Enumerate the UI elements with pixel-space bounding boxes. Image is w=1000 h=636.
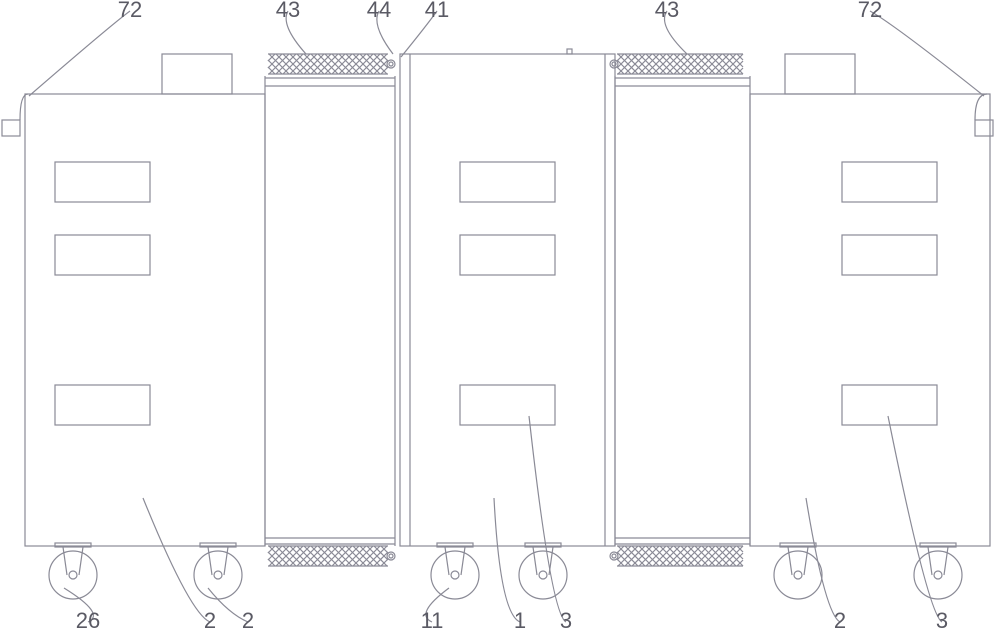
callout-number: 3: [560, 608, 572, 633]
callout-number: 44: [367, 0, 391, 22]
callout-number: 72: [118, 0, 142, 22]
callout-number: 2: [204, 608, 216, 633]
callout-number: 3: [936, 608, 948, 633]
technical-drawing: 7243444143722622111323: [0, 0, 1000, 636]
callout-number: 72: [858, 0, 882, 22]
callout-number: 41: [425, 0, 449, 22]
callout-number: 26: [76, 608, 100, 633]
callout-number: 2: [834, 608, 846, 633]
callout-number: 43: [276, 0, 300, 22]
callout-number: 2: [242, 608, 254, 633]
callout-number: 43: [655, 0, 679, 22]
callout-number: 1: [514, 608, 526, 633]
callout-number: 11: [421, 608, 444, 633]
